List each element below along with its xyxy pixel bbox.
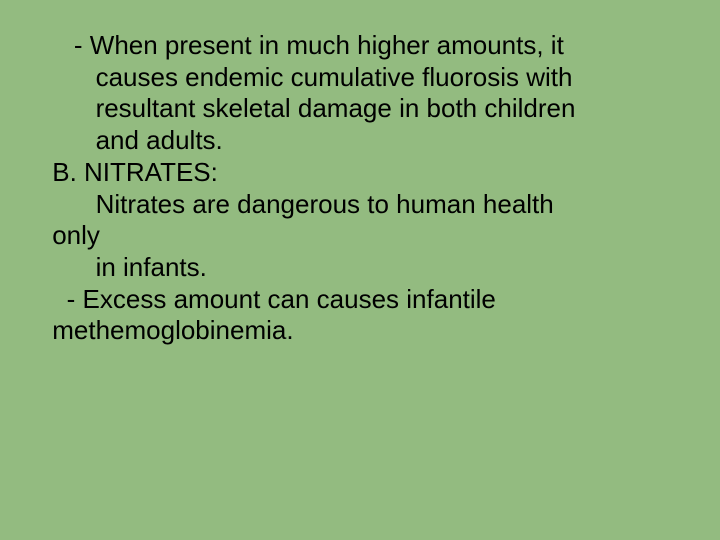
slide-body: - When present in much higher amounts, i… [0,0,720,347]
text-line: resultant skeletal damage in both childr… [45,93,675,125]
text-line: methemoglobinemia. [45,315,675,347]
text-line: B. NITRATES: [45,157,675,189]
text-line: Nitrates are dangerous to human health [45,189,675,221]
text-line: only [45,220,675,252]
text-line: - When present in much higher amounts, i… [45,30,675,62]
text-line: causes endemic cumulative fluorosis with [45,62,675,94]
text-line: - Excess amount can causes infantile [45,284,675,316]
text-line: and adults. [45,125,675,157]
text-line: in infants. [45,252,675,284]
